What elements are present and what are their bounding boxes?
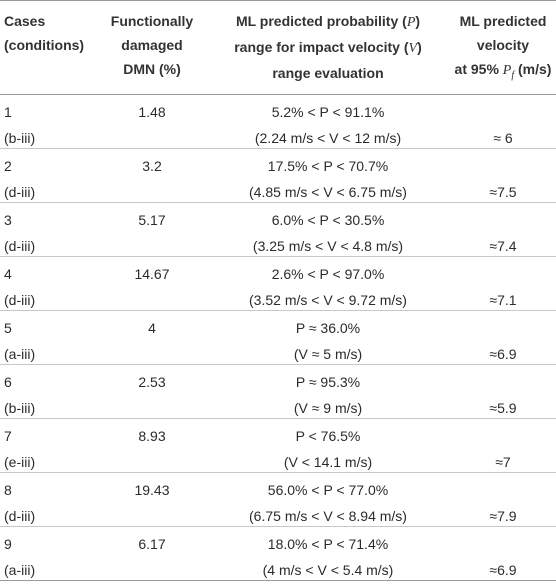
predicted-velocity: ≈7.4: [489, 238, 517, 254]
table-row: 9 (a-iii) 6.17 18.0% < P < 71.4% (4 m/s < V …: [0, 527, 556, 581]
predicted-velocity: ≈6.9: [489, 562, 517, 578]
table-row: 4 (d-iii) 14.67 2.6% < P < 97.0% (3.52 m/s <…: [0, 257, 556, 311]
table-row: 6 (b-iii) 2.53 P ≈ 95.3% (V ≈ 9 m/s) ≈5.9: [0, 365, 556, 419]
case-number: 4: [4, 266, 12, 282]
damaged-dmn-value: 3.2: [142, 158, 162, 174]
predicted-velocity: ≈7.9: [489, 508, 517, 524]
probability-range: 5.2% < P < 91.1%: [271, 104, 385, 120]
table-row: 5 (a-iii) 4 P ≈ 36.0% (V ≈ 5 m/s) ≈6.9: [0, 311, 556, 365]
header-predicted-velocity: ML predicted velocity at 95% Pf (m/s): [454, 13, 552, 81]
damaged-dmn-value: 6.17: [138, 536, 166, 552]
case-condition: (e-iii): [4, 454, 36, 470]
case-condition: (b-iii): [4, 130, 36, 146]
damaged-dmn-value: 5.17: [138, 212, 166, 228]
velocity-range: (3.25 m/s < V < 4.8 m/s): [252, 238, 404, 254]
predicted-velocity: ≈7.1: [489, 292, 517, 308]
case-number: 3: [4, 212, 12, 228]
header-probability: ML predicted probability (P) range for i…: [234, 13, 422, 81]
probability-range: P ≈ 95.3%: [295, 374, 361, 390]
case-condition: (d-iii): [4, 292, 36, 308]
header-cases: Cases (conditions): [4, 13, 85, 53]
probability-range: 17.5% < P < 70.7%: [267, 158, 389, 174]
velocity-range: (6.75 m/s < V < 8.94 m/s): [249, 508, 407, 524]
table-header: Cases (conditions) Functionally damaged …: [0, 0, 556, 95]
case-number: 1: [4, 104, 12, 120]
damaged-dmn-value: 1.48: [138, 104, 166, 120]
case-number: 6: [4, 374, 12, 390]
probability-range: P < 76.5%: [295, 428, 361, 444]
case-condition: (b-iii): [4, 400, 36, 416]
velocity-range: (4.85 m/s < V < 6.75 m/s): [249, 184, 407, 200]
predicted-velocity: ≈5.9: [489, 400, 517, 416]
probability-range: 56.0% < P < 77.0%: [267, 482, 389, 498]
damaged-dmn-value: 14.67: [134, 266, 170, 282]
case-number: 5: [4, 320, 12, 336]
damaged-dmn-value: 8.93: [138, 428, 166, 444]
predicted-velocity: ≈6.9: [489, 346, 517, 362]
velocity-range: (V ≈ 9 m/s): [293, 400, 363, 416]
probability-range: 2.6% < P < 97.0%: [271, 266, 385, 282]
table-row: 3 (d-iii) 5.17 6.0% < P < 30.5% (3.25 m/s < …: [0, 203, 556, 257]
case-condition: (d-iii): [4, 508, 36, 524]
predicted-velocity: ≈ 6: [493, 130, 513, 146]
damaged-dmn-value: 2.53: [138, 374, 166, 390]
case-condition: (d-iii): [4, 238, 36, 254]
case-condition: (d-iii): [4, 184, 36, 200]
velocity-range: (3.52 m/s < V < 9.72 m/s): [249, 292, 407, 308]
probability-range: 6.0% < P < 30.5%: [271, 212, 385, 228]
probability-range: 18.0% < P < 71.4%: [267, 536, 389, 552]
table-row: 8 (d-iii) 19.43 56.0% < P < 77.0% (6.75 m/s …: [0, 473, 556, 527]
table-body: 1 (b-iii) 1.48 5.2% < P < 91.1% (2.24 m/s < …: [0, 95, 556, 581]
predicted-velocity: ≈7: [495, 454, 511, 470]
velocity-range: (2.24 m/s < V < 12 m/s): [254, 130, 402, 146]
case-number: 9: [4, 536, 12, 552]
case-condition: (a-iii): [4, 562, 36, 578]
velocity-range: (V ≈ 5 m/s): [293, 346, 363, 362]
velocity-range: (V < 14.1 m/s): [283, 454, 373, 470]
case-number: 2: [4, 158, 12, 174]
table-row: 7 (e-iii) 8.93 P < 76.5% (V < 14.1 m/s) ≈7: [0, 419, 556, 473]
case-number: 7: [4, 428, 12, 444]
case-number: 8: [4, 482, 12, 498]
header-damaged-dmn: Functionally damaged DMN (%): [110, 13, 194, 77]
table-row: 1 (b-iii) 1.48 5.2% < P < 91.1% (2.24 m/s < …: [0, 95, 556, 149]
damaged-dmn-value: 19.43: [134, 482, 170, 498]
table-row: 2 (d-iii) 3.2 17.5% < P < 70.7% (4.85 m/s < …: [0, 149, 556, 203]
velocity-range: (4 m/s < V < 5.4 m/s): [262, 562, 394, 578]
damaged-dmn-value: 4: [148, 320, 156, 336]
case-condition: (a-iii): [4, 346, 36, 362]
predicted-velocity: ≈7.5: [489, 184, 517, 200]
probability-range: P ≈ 36.0%: [295, 320, 361, 336]
